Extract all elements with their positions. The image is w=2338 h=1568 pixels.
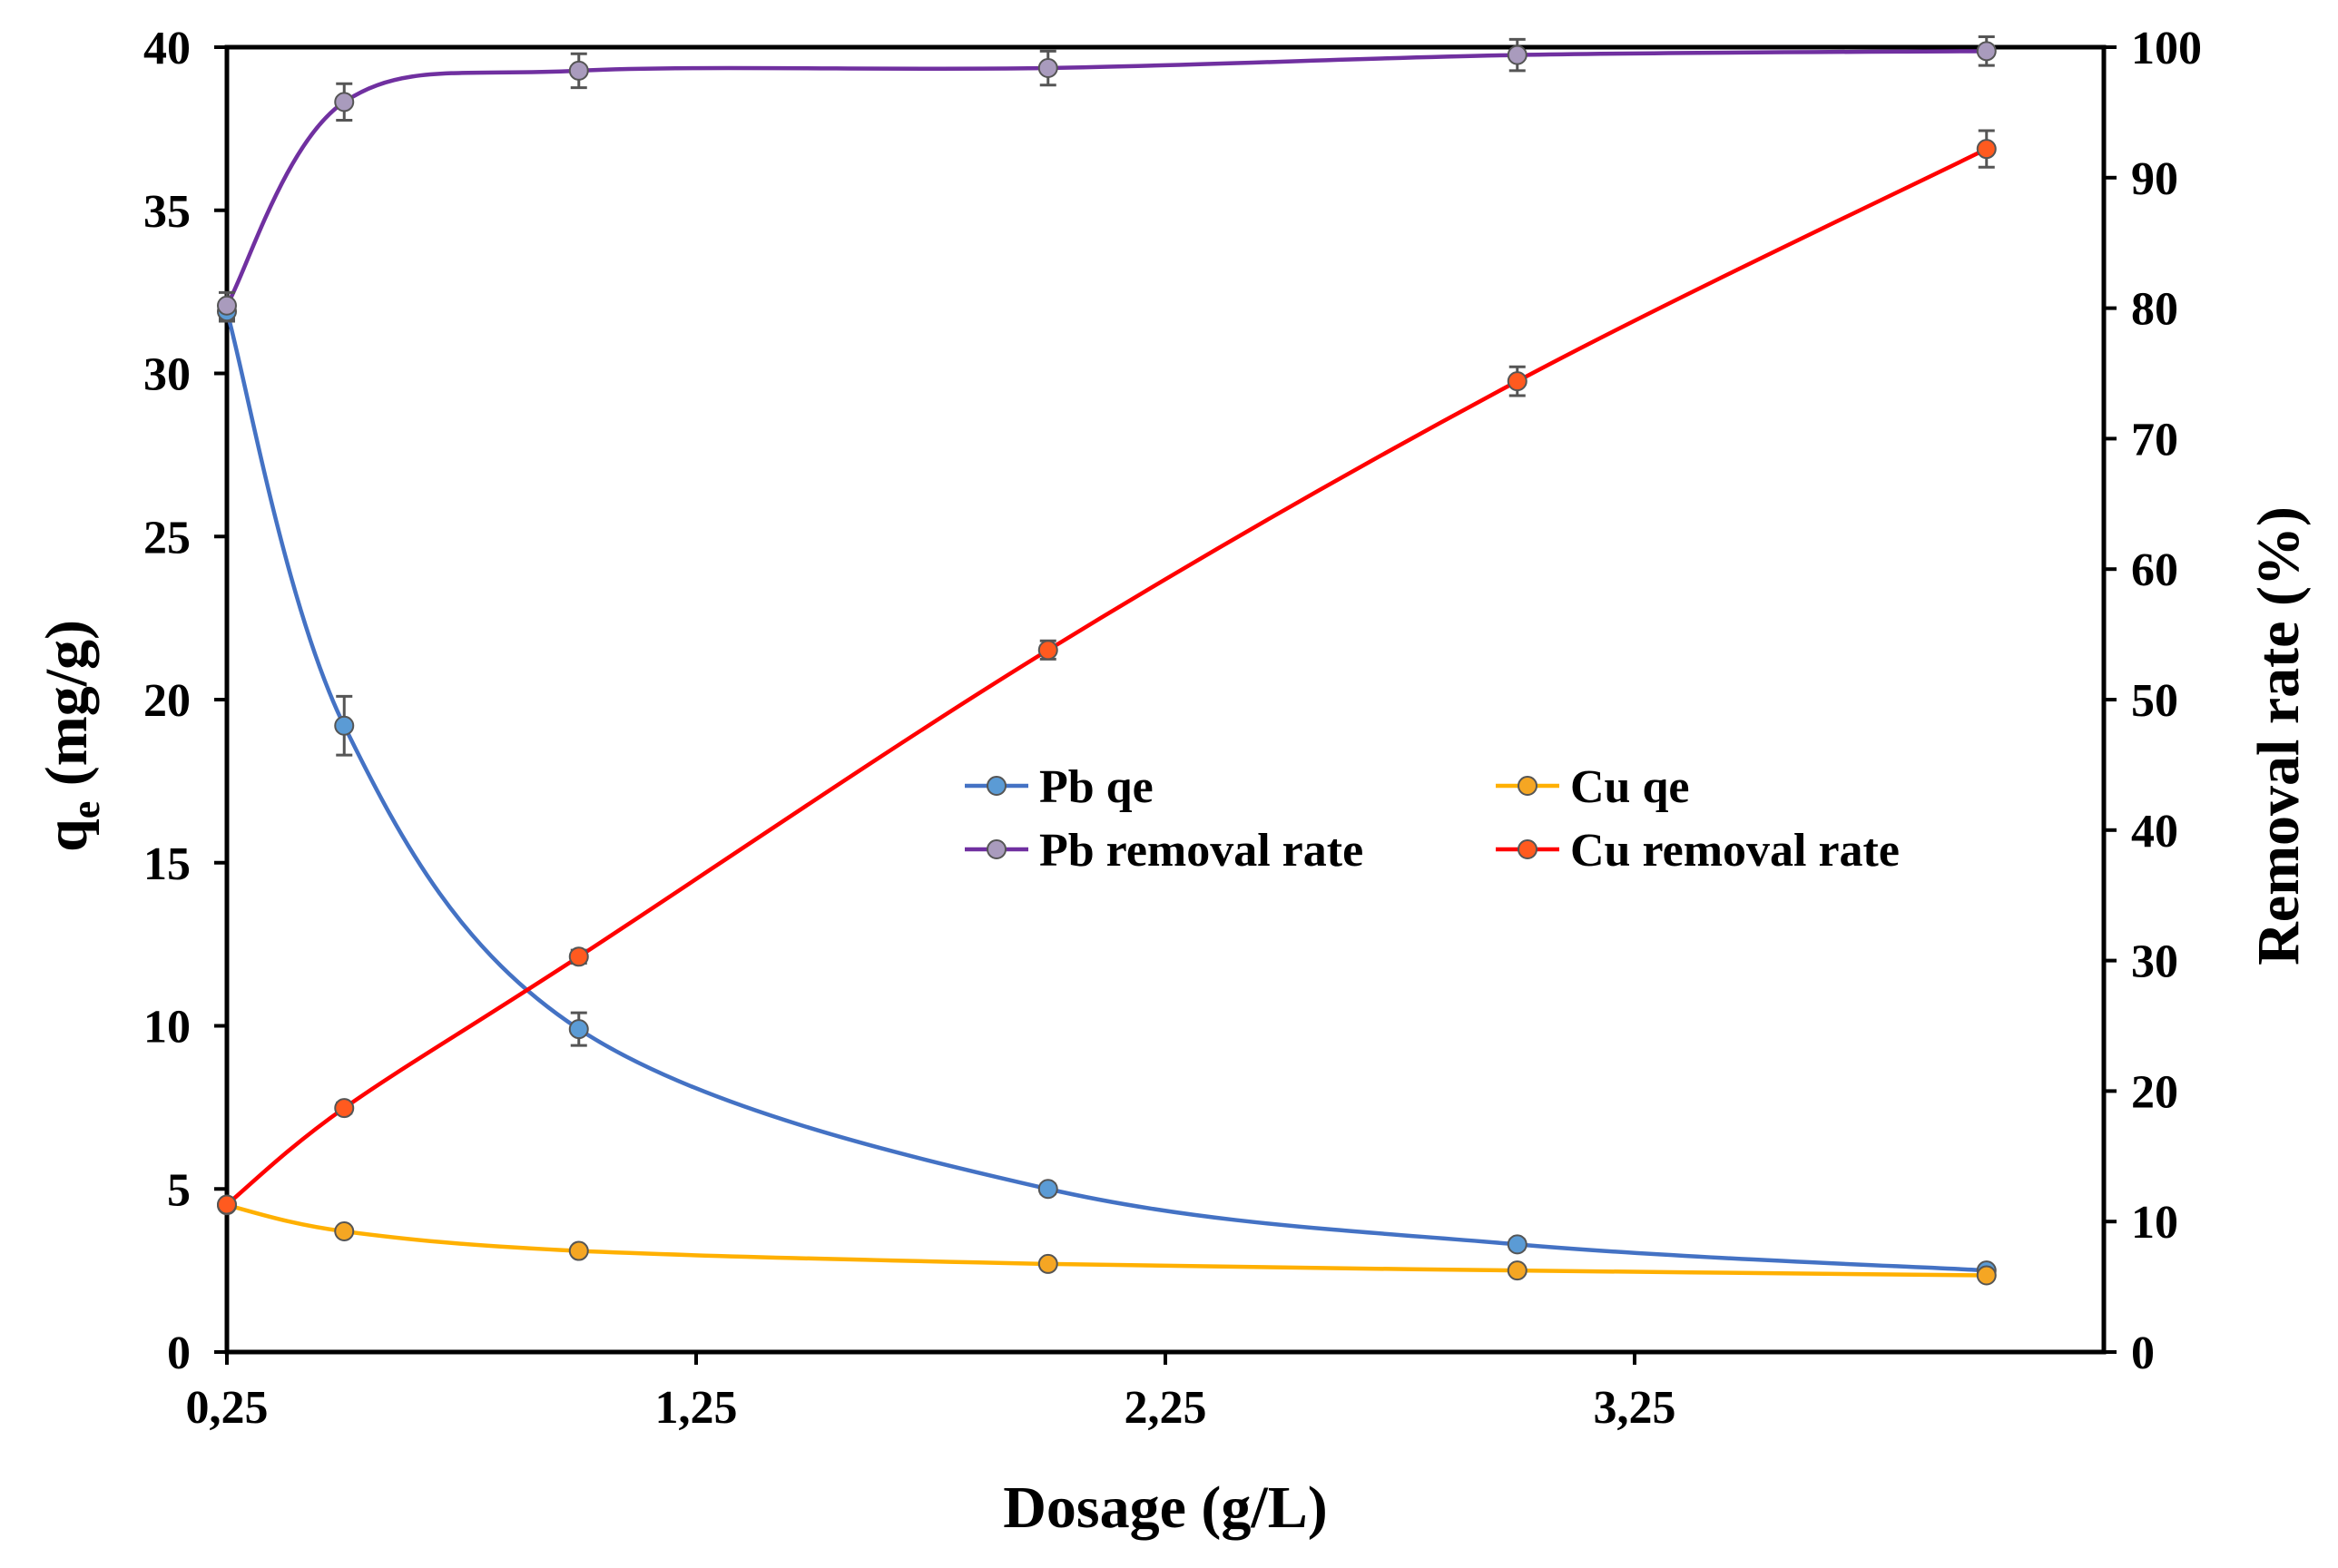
y-axis-right-title: Removal rate (%) bbox=[2245, 506, 2312, 965]
y-left-tick-label: 15 bbox=[143, 838, 191, 890]
series-lines-layer bbox=[224, 49, 1988, 1278]
data-point-cu-qe bbox=[1507, 1260, 1528, 1281]
data-point-pb-removal-rate bbox=[568, 60, 589, 81]
data-point-pb-removal-rate bbox=[1507, 44, 1528, 65]
y-right-tick-label: 10 bbox=[2131, 1197, 2178, 1249]
y-right-tick-label: 60 bbox=[2131, 544, 2178, 596]
y-left-tick-label: 20 bbox=[143, 675, 191, 727]
y-axis-left-title-main: q bbox=[34, 818, 100, 852]
x-tick-label: 3,25 bbox=[1594, 1382, 1676, 1434]
y-left-tick-label: 25 bbox=[143, 512, 191, 564]
series-line-cu-removal-rate bbox=[225, 147, 1988, 1207]
series-line-pb-removal-rate bbox=[225, 49, 1987, 307]
error-bars-layer bbox=[219, 34, 1995, 1280]
markers-layer bbox=[217, 41, 1997, 1286]
data-point-cu-qe bbox=[1037, 1253, 1058, 1274]
y-right-tick-label: 90 bbox=[2131, 153, 2178, 205]
y-right-tick-label: 30 bbox=[2131, 936, 2178, 988]
y-right-tick-label: 70 bbox=[2131, 414, 2178, 466]
data-point-cu-removal-rate bbox=[334, 1098, 355, 1119]
y-left-tick-label: 0 bbox=[167, 1328, 191, 1379]
series-line-pb-qe bbox=[224, 310, 1987, 1273]
x-tick-label: 2,25 bbox=[1125, 1382, 1207, 1434]
y-axis-left-title: qe (mg/g) bbox=[34, 620, 108, 852]
legend-swatch-marker-cu-removal-rate bbox=[1518, 839, 1537, 859]
legend-label-pb-removal-rate: Pb removal rate bbox=[1039, 825, 1363, 877]
y-left-tick-label: 40 bbox=[143, 23, 191, 74]
data-point-pb-removal-rate bbox=[1037, 58, 1058, 79]
data-point-pb-removal-rate bbox=[1976, 41, 1997, 62]
plot-frame-layer bbox=[224, 44, 2107, 1355]
legend-swatch-marker-cu-qe bbox=[1518, 776, 1537, 796]
legend-swatch-marker-pb-removal-rate bbox=[987, 839, 1007, 859]
y-right-tick-label: 20 bbox=[2131, 1066, 2178, 1118]
y-axis-left-title-unit: (mg/g) bbox=[34, 620, 100, 801]
y-right-tick-label: 40 bbox=[2131, 806, 2178, 858]
data-point-pb-qe bbox=[1037, 1179, 1058, 1200]
data-point-pb-qe bbox=[568, 1019, 589, 1040]
y-left-tick-label: 10 bbox=[143, 1002, 191, 1054]
y-right-tick-label: 80 bbox=[2131, 284, 2178, 336]
legend-swatch-marker-pb-qe bbox=[987, 776, 1007, 796]
x-axis-title: Dosage (g/L) bbox=[1003, 1475, 1327, 1541]
plot-area-border bbox=[224, 44, 2107, 1355]
y-left-tick-label: 35 bbox=[143, 186, 191, 238]
y-left-tick-label: 30 bbox=[143, 349, 191, 401]
data-point-cu-removal-rate bbox=[568, 946, 589, 967]
data-point-cu-removal-rate bbox=[1976, 139, 1997, 160]
legend-label-cu-removal-rate: Cu removal rate bbox=[1570, 825, 1900, 877]
data-point-pb-removal-rate bbox=[217, 295, 237, 316]
x-tick-label: 0,25 bbox=[186, 1382, 269, 1434]
tick-layer: 0 5 10 15 20 25 30 35 40 0 10 20 30 40 50 60 70 80 90 100 0,… bbox=[143, 23, 2202, 1434]
data-point-cu-removal-rate bbox=[217, 1194, 237, 1215]
x-tick-label: 1,25 bbox=[655, 1382, 738, 1434]
legend: Pb qe Cu qe Pb removal rate Cu removal rate bbox=[965, 761, 1900, 877]
series-line-cu-qe bbox=[226, 1203, 1987, 1278]
legend-label-cu-qe: Cu qe bbox=[1570, 761, 1689, 813]
y-axis-left-title-subscript: e bbox=[64, 801, 108, 819]
data-point-cu-qe bbox=[334, 1220, 355, 1241]
data-point-cu-qe bbox=[1976, 1265, 1997, 1286]
y-right-tick-label: 50 bbox=[2131, 675, 2178, 727]
data-point-pb-qe bbox=[1507, 1234, 1528, 1255]
data-point-pb-qe bbox=[334, 715, 355, 736]
data-point-cu-removal-rate bbox=[1507, 371, 1528, 392]
data-point-pb-removal-rate bbox=[334, 92, 355, 113]
data-point-cu-qe bbox=[568, 1240, 589, 1261]
y-left-tick-label: 5 bbox=[167, 1164, 191, 1216]
data-point-cu-removal-rate bbox=[1037, 640, 1058, 661]
y-right-tick-label: 0 bbox=[2131, 1328, 2155, 1379]
y-right-tick-label: 100 bbox=[2131, 23, 2202, 74]
legend-label-pb-qe: Pb qe bbox=[1039, 761, 1154, 813]
